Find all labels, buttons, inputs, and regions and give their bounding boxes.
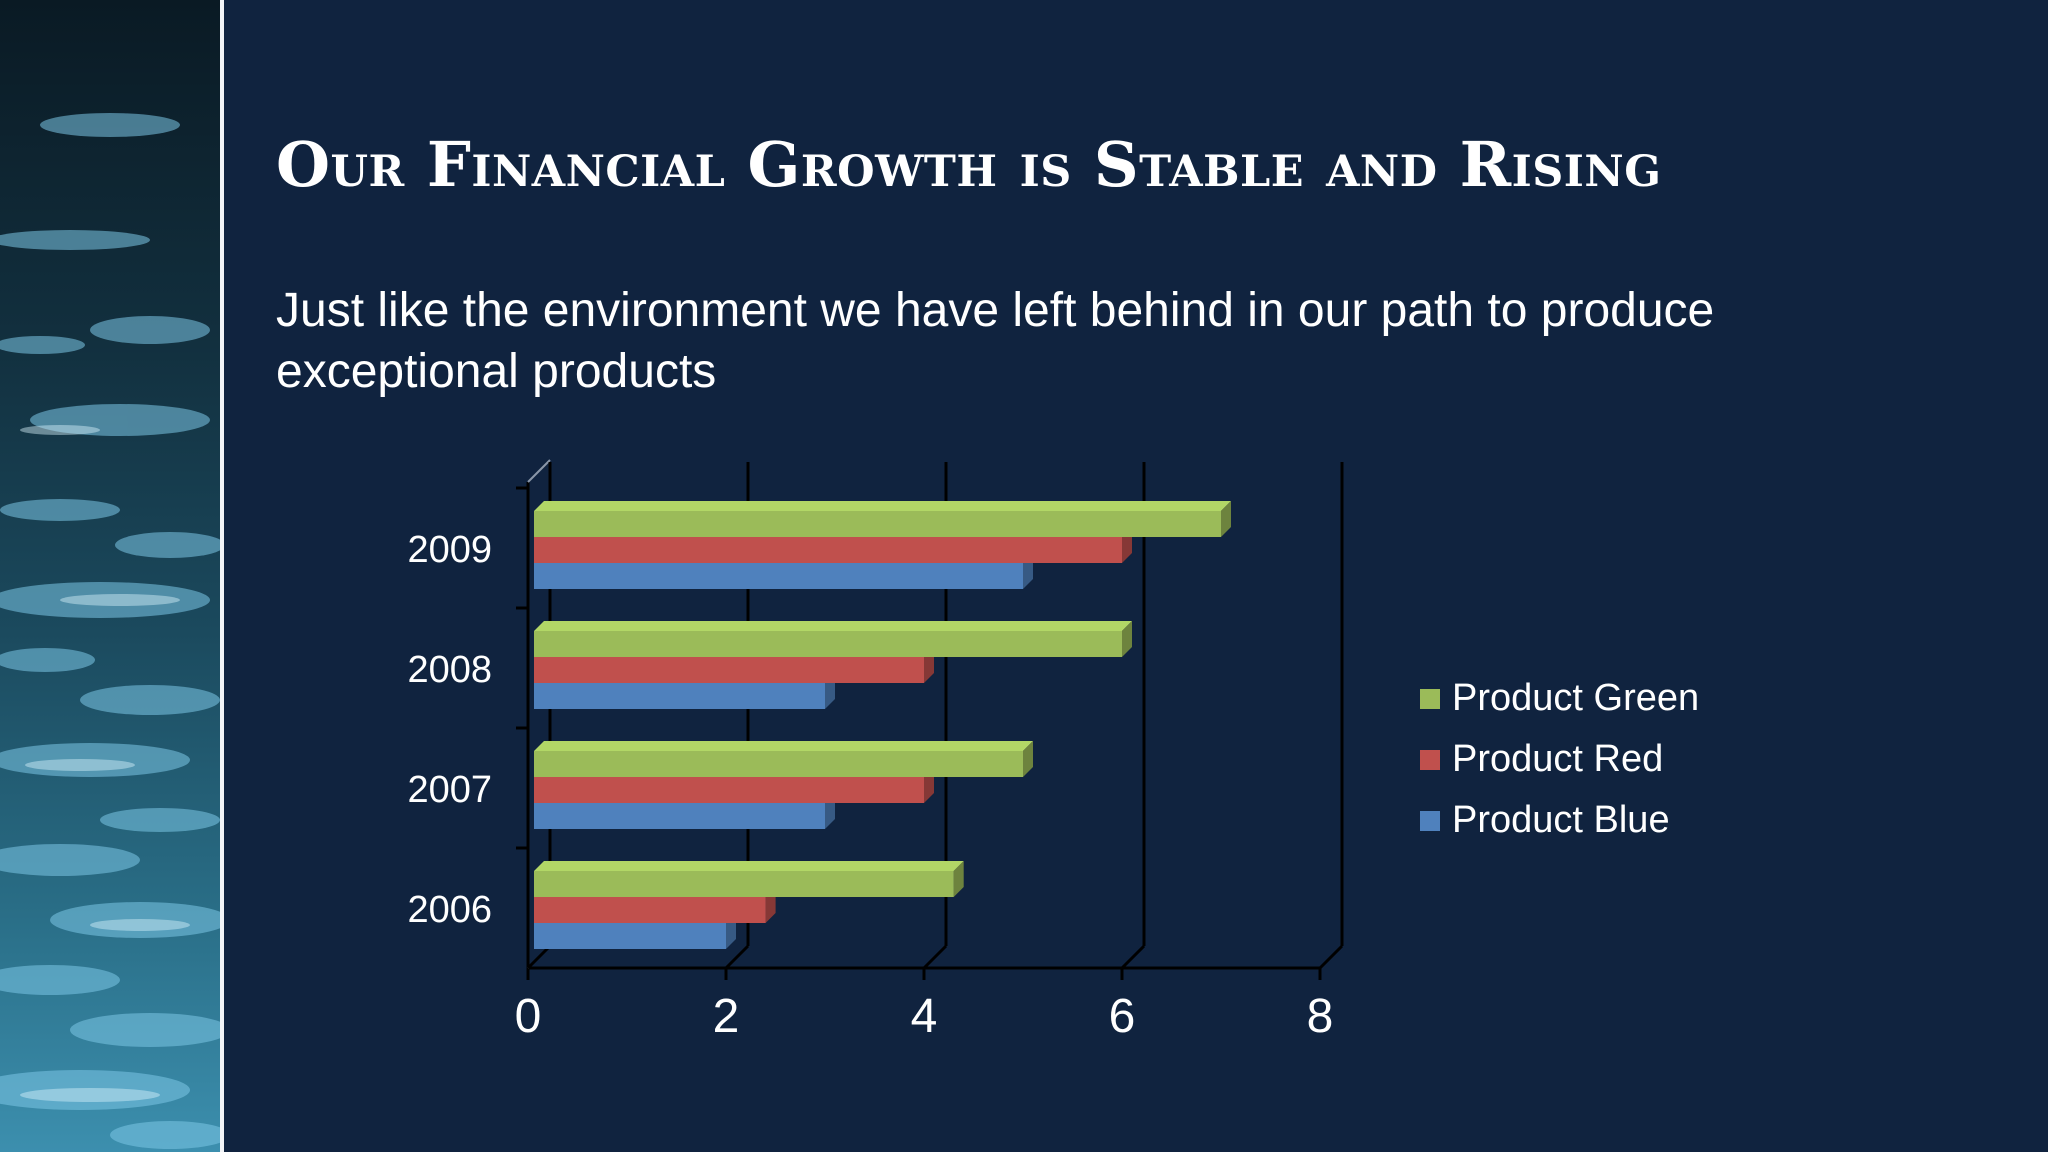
floor-gridline bbox=[1318, 944, 1344, 970]
floor-gridline bbox=[724, 944, 750, 970]
legend-item: Product Red bbox=[1420, 729, 1699, 790]
bar-side bbox=[1221, 501, 1231, 537]
axis-corner-top bbox=[527, 459, 551, 483]
bar-top bbox=[534, 621, 1132, 631]
legend-label: Product Blue bbox=[1452, 799, 1670, 841]
x-tick-label: 8 bbox=[1307, 990, 1334, 1043]
category-label: 2006 bbox=[407, 889, 492, 931]
bar-front bbox=[534, 563, 1023, 589]
bar-side bbox=[1023, 741, 1033, 777]
bar-front bbox=[534, 537, 1122, 563]
bar bbox=[534, 741, 1033, 777]
slide-title: Our Financial Growth is Stable and Risin… bbox=[276, 128, 1662, 201]
x-tick-label: 6 bbox=[1109, 990, 1136, 1043]
water-image bbox=[0, 0, 220, 1152]
category-label: 2009 bbox=[407, 529, 492, 571]
bar-side bbox=[953, 861, 964, 897]
water-ripples bbox=[0, 113, 220, 1149]
legend-label: Product Red bbox=[1452, 738, 1664, 780]
chart-category-labels: 2006 2007 2008 2009 bbox=[407, 529, 492, 931]
bar-top bbox=[534, 741, 1033, 751]
bar-front bbox=[534, 631, 1122, 657]
floor-gridline bbox=[1120, 944, 1146, 970]
x-tick-label: 0 bbox=[515, 990, 542, 1043]
floor-gridline bbox=[526, 944, 552, 970]
bar bbox=[534, 501, 1231, 537]
bar-front bbox=[534, 751, 1023, 777]
legend-item: Product Green bbox=[1420, 668, 1699, 729]
chart-bars bbox=[534, 501, 1231, 949]
bar-front bbox=[534, 777, 924, 803]
bar bbox=[534, 861, 964, 897]
bar-top bbox=[534, 501, 1231, 511]
legend-swatch bbox=[1420, 688, 1440, 709]
bar-side bbox=[1122, 621, 1132, 657]
chart-x-tick-labels: 0 2 4 6 8 bbox=[515, 990, 1334, 1043]
bar-front bbox=[534, 923, 726, 949]
legend-swatch bbox=[1420, 749, 1440, 770]
legend-swatch bbox=[1420, 810, 1440, 831]
bar-front bbox=[534, 897, 766, 923]
slide-subtitle: Just like the environment we have left b… bbox=[276, 284, 1715, 398]
bar-front bbox=[534, 511, 1221, 537]
bar-front bbox=[534, 871, 954, 897]
bar bbox=[534, 621, 1132, 657]
chart-legend: Product Green Product Red Product Blue bbox=[1420, 668, 1699, 851]
x-tick-label: 2 bbox=[713, 990, 740, 1043]
bar-top bbox=[534, 861, 964, 871]
bar-front bbox=[534, 657, 924, 683]
legend-item: Product Blue bbox=[1420, 790, 1699, 851]
legend-label: Product Green bbox=[1452, 677, 1700, 719]
x-tick-label: 4 bbox=[911, 990, 938, 1043]
floor-gridline bbox=[922, 944, 948, 970]
category-label: 2008 bbox=[407, 649, 492, 691]
bar-front bbox=[534, 683, 825, 709]
category-label: 2007 bbox=[407, 769, 492, 811]
divider-line bbox=[220, 0, 224, 1152]
bar-front bbox=[534, 803, 825, 829]
